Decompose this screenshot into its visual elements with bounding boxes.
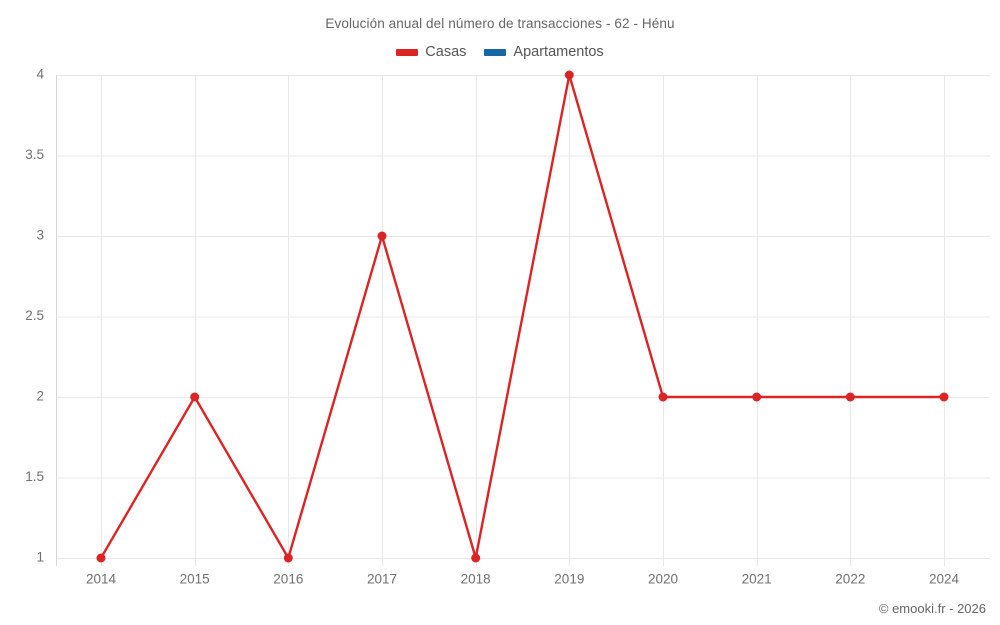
x-tick-label: 2015 <box>180 572 210 587</box>
x-tick-label: 2016 <box>273 572 303 587</box>
data-point[interactable] <box>96 553 106 563</box>
chart-credit: © emooki.fr - 2026 <box>878 601 986 616</box>
data-point[interactable] <box>283 553 293 563</box>
x-tick-label: 2017 <box>367 572 397 587</box>
x-tick-label: 2022 <box>835 572 865 587</box>
y-tick-label: 2 <box>36 389 44 404</box>
x-tick-label: 2019 <box>554 572 584 587</box>
legend-swatch-apartamentos <box>484 48 507 56</box>
x-tick-label: 2021 <box>742 572 772 587</box>
legend-label-casas: Casas <box>425 44 467 60</box>
chart-legend: Casas Apartamentos <box>0 45 1000 60</box>
x-tick-label: 2024 <box>929 572 960 587</box>
x-tick-label: 2014 <box>86 572 117 587</box>
data-point[interactable] <box>939 392 949 402</box>
y-tick-label: 3.5 <box>25 147 44 162</box>
chart-title: Evolución anual del número de transaccio… <box>325 16 675 31</box>
legend-item-casas[interactable]: Casas <box>396 45 466 60</box>
data-point[interactable] <box>845 392 855 402</box>
data-point[interactable] <box>564 70 574 80</box>
legend-label-apartamentos: Apartamentos <box>513 44 604 60</box>
legend-swatch-casas <box>396 48 419 56</box>
y-tick-label: 1 <box>36 550 44 565</box>
data-point[interactable] <box>190 392 200 402</box>
y-tick-label: 4 <box>36 67 44 82</box>
y-tick-label: 1.5 <box>25 469 44 484</box>
x-tick-label: 2020 <box>648 572 678 587</box>
data-point[interactable] <box>471 553 481 563</box>
series-line-0 <box>99 73 946 560</box>
x-tick-label: 2018 <box>461 572 491 587</box>
data-point[interactable] <box>752 392 762 402</box>
data-point[interactable] <box>658 392 668 402</box>
y-tick-label: 3 <box>36 228 44 243</box>
data-point[interactable] <box>377 231 387 241</box>
y-tick-label: 2.5 <box>25 308 44 323</box>
legend-item-apartamentos[interactable]: Apartamentos <box>484 44 604 60</box>
